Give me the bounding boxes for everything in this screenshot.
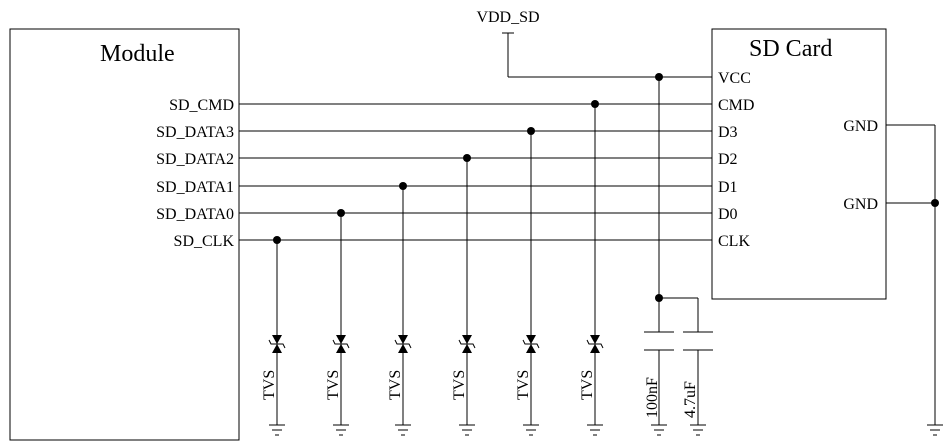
sdcard-pin-gnd-2: GND: [843, 196, 878, 213]
tvs-label: TVS: [387, 370, 404, 400]
sdcard-pin-gnd-1: GND: [843, 118, 878, 135]
tvs-label: TVS: [515, 370, 532, 400]
tvs-label: TVS: [451, 370, 468, 400]
tvs-diode-4: TVS: [451, 158, 476, 436]
power-label: VDD_SD: [476, 9, 539, 26]
tvs-diode-5: TVS: [515, 131, 540, 436]
module-pin-sd-cmd: SD_CMD: [169, 97, 234, 114]
module-title: Module: [100, 41, 175, 67]
sdcard-pin-cmd: CMD: [718, 97, 754, 114]
sdcard-pin-d2: D2: [718, 151, 738, 168]
sdcard-box: [711, 28, 887, 300]
module-pin-sd-clk: SD_CLK: [174, 233, 235, 250]
tvs-diode-2: TVS: [325, 213, 350, 436]
sdcard-pin-clk: CLK: [718, 233, 750, 250]
module-pin-sd-data3: SD_DATA3: [156, 124, 234, 141]
sdcard-pin-d3: D3: [718, 124, 738, 141]
cap-label-4-7uf: 4.7uF: [682, 381, 699, 418]
sdcard-title: SD Card: [749, 36, 832, 62]
module-box: [9, 28, 240, 441]
sdcard-pin-d0: D0: [718, 206, 738, 223]
tvs-diode-1: TVS: [261, 240, 286, 436]
cap-label-100nf: 100nF: [644, 377, 661, 418]
module-pin-sd-data0: SD_DATA0: [156, 206, 234, 223]
tvs-label: TVS: [261, 370, 278, 400]
module-pin-sd-data2: SD_DATA2: [156, 151, 234, 168]
tvs-label: TVS: [325, 370, 342, 400]
sdcard-pin-d1: D1: [718, 179, 738, 196]
sdcard-pin-vcc: VCC: [718, 70, 751, 87]
module-pin-sd-data1: SD_DATA1: [156, 179, 234, 196]
tvs-diode-3: TVS: [387, 186, 412, 436]
tvs-diode-6: TVS: [579, 104, 604, 436]
tvs-label: TVS: [579, 370, 596, 400]
